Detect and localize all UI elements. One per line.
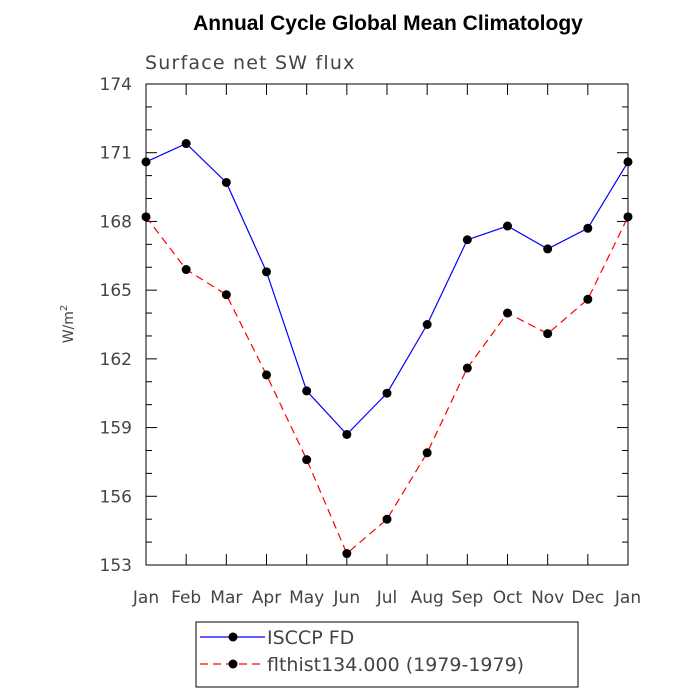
x-tick-label: Apr bbox=[252, 588, 281, 608]
x-tick-label: Oct bbox=[493, 588, 523, 608]
axis-tick-labels: 153 156 159 162 165 168 171 174 Jan Feb Mar Apr May J… bbox=[100, 75, 642, 608]
y-tick-label: 159 bbox=[100, 419, 132, 439]
x-tick-label: Sep bbox=[451, 588, 483, 608]
legend-label-1: ISCCP FD bbox=[267, 627, 354, 649]
series-2-point bbox=[302, 455, 312, 465]
legend-label-2: flthist134.000 (1979-1979) bbox=[267, 654, 524, 676]
series-1-point bbox=[503, 221, 512, 231]
x-tick-label: Jun bbox=[333, 588, 361, 608]
x-tick-label: Mar bbox=[210, 588, 242, 608]
series-2-point bbox=[181, 265, 191, 275]
series-2-point bbox=[422, 448, 432, 458]
series-lines bbox=[145, 142, 629, 555]
y-axis-label: W/m2 bbox=[59, 305, 77, 344]
chart-subtitle: Surface net SW flux bbox=[145, 52, 356, 74]
series-2-point bbox=[342, 549, 352, 559]
series-line-2 bbox=[145, 216, 629, 555]
series-2-point bbox=[543, 329, 553, 339]
x-tick-label: Jul bbox=[376, 588, 398, 608]
series-1-point bbox=[262, 267, 271, 277]
axis-ticks bbox=[145, 83, 629, 566]
x-tick-label: Feb bbox=[171, 588, 201, 608]
y-tick-label: 162 bbox=[100, 350, 132, 370]
x-tick-label: Aug bbox=[411, 588, 444, 608]
x-tick-label: Nov bbox=[531, 588, 564, 608]
y-axis-label-exponent: 2 bbox=[59, 305, 70, 311]
plot-frame bbox=[145, 83, 629, 566]
x-tick-label: Jan bbox=[132, 588, 159, 608]
series-2-point bbox=[503, 308, 512, 318]
series-1-point bbox=[422, 320, 432, 329]
series-1-point bbox=[583, 223, 593, 233]
series-2-point bbox=[462, 363, 472, 373]
legend-marker-1 bbox=[228, 632, 238, 642]
series-2-point bbox=[262, 370, 271, 380]
series-2-point bbox=[583, 294, 593, 304]
chart-title: Annual Cycle Global Mean Climatology bbox=[193, 12, 583, 35]
y-tick-label: 153 bbox=[100, 556, 132, 576]
series-2-point bbox=[382, 514, 392, 524]
y-tick-label: 171 bbox=[100, 144, 132, 164]
series-1-point bbox=[342, 429, 352, 439]
y-axis-label-unit: W/m bbox=[61, 311, 77, 343]
series-1-point bbox=[221, 177, 231, 187]
x-tick-label: May bbox=[289, 588, 324, 608]
series-1-point bbox=[543, 244, 553, 254]
x-tick-label: Jan bbox=[614, 588, 641, 608]
series-2-point bbox=[221, 290, 231, 300]
series-1-point bbox=[382, 388, 392, 398]
series-1-point bbox=[462, 235, 472, 245]
y-tick-label: 156 bbox=[100, 487, 132, 507]
series-1-point bbox=[181, 139, 191, 149]
y-tick-label: 165 bbox=[100, 281, 132, 301]
x-tick-label: Dec bbox=[571, 588, 604, 608]
legend: ISCCP FD flthist134.000 (1979-1979) bbox=[195, 621, 579, 688]
legend-box bbox=[195, 621, 579, 688]
series-markers bbox=[141, 139, 633, 559]
legend-marker-2 bbox=[228, 659, 238, 669]
y-tick-label: 168 bbox=[100, 212, 132, 232]
y-tick-label: 174 bbox=[100, 75, 132, 95]
series-1-point bbox=[302, 386, 312, 396]
